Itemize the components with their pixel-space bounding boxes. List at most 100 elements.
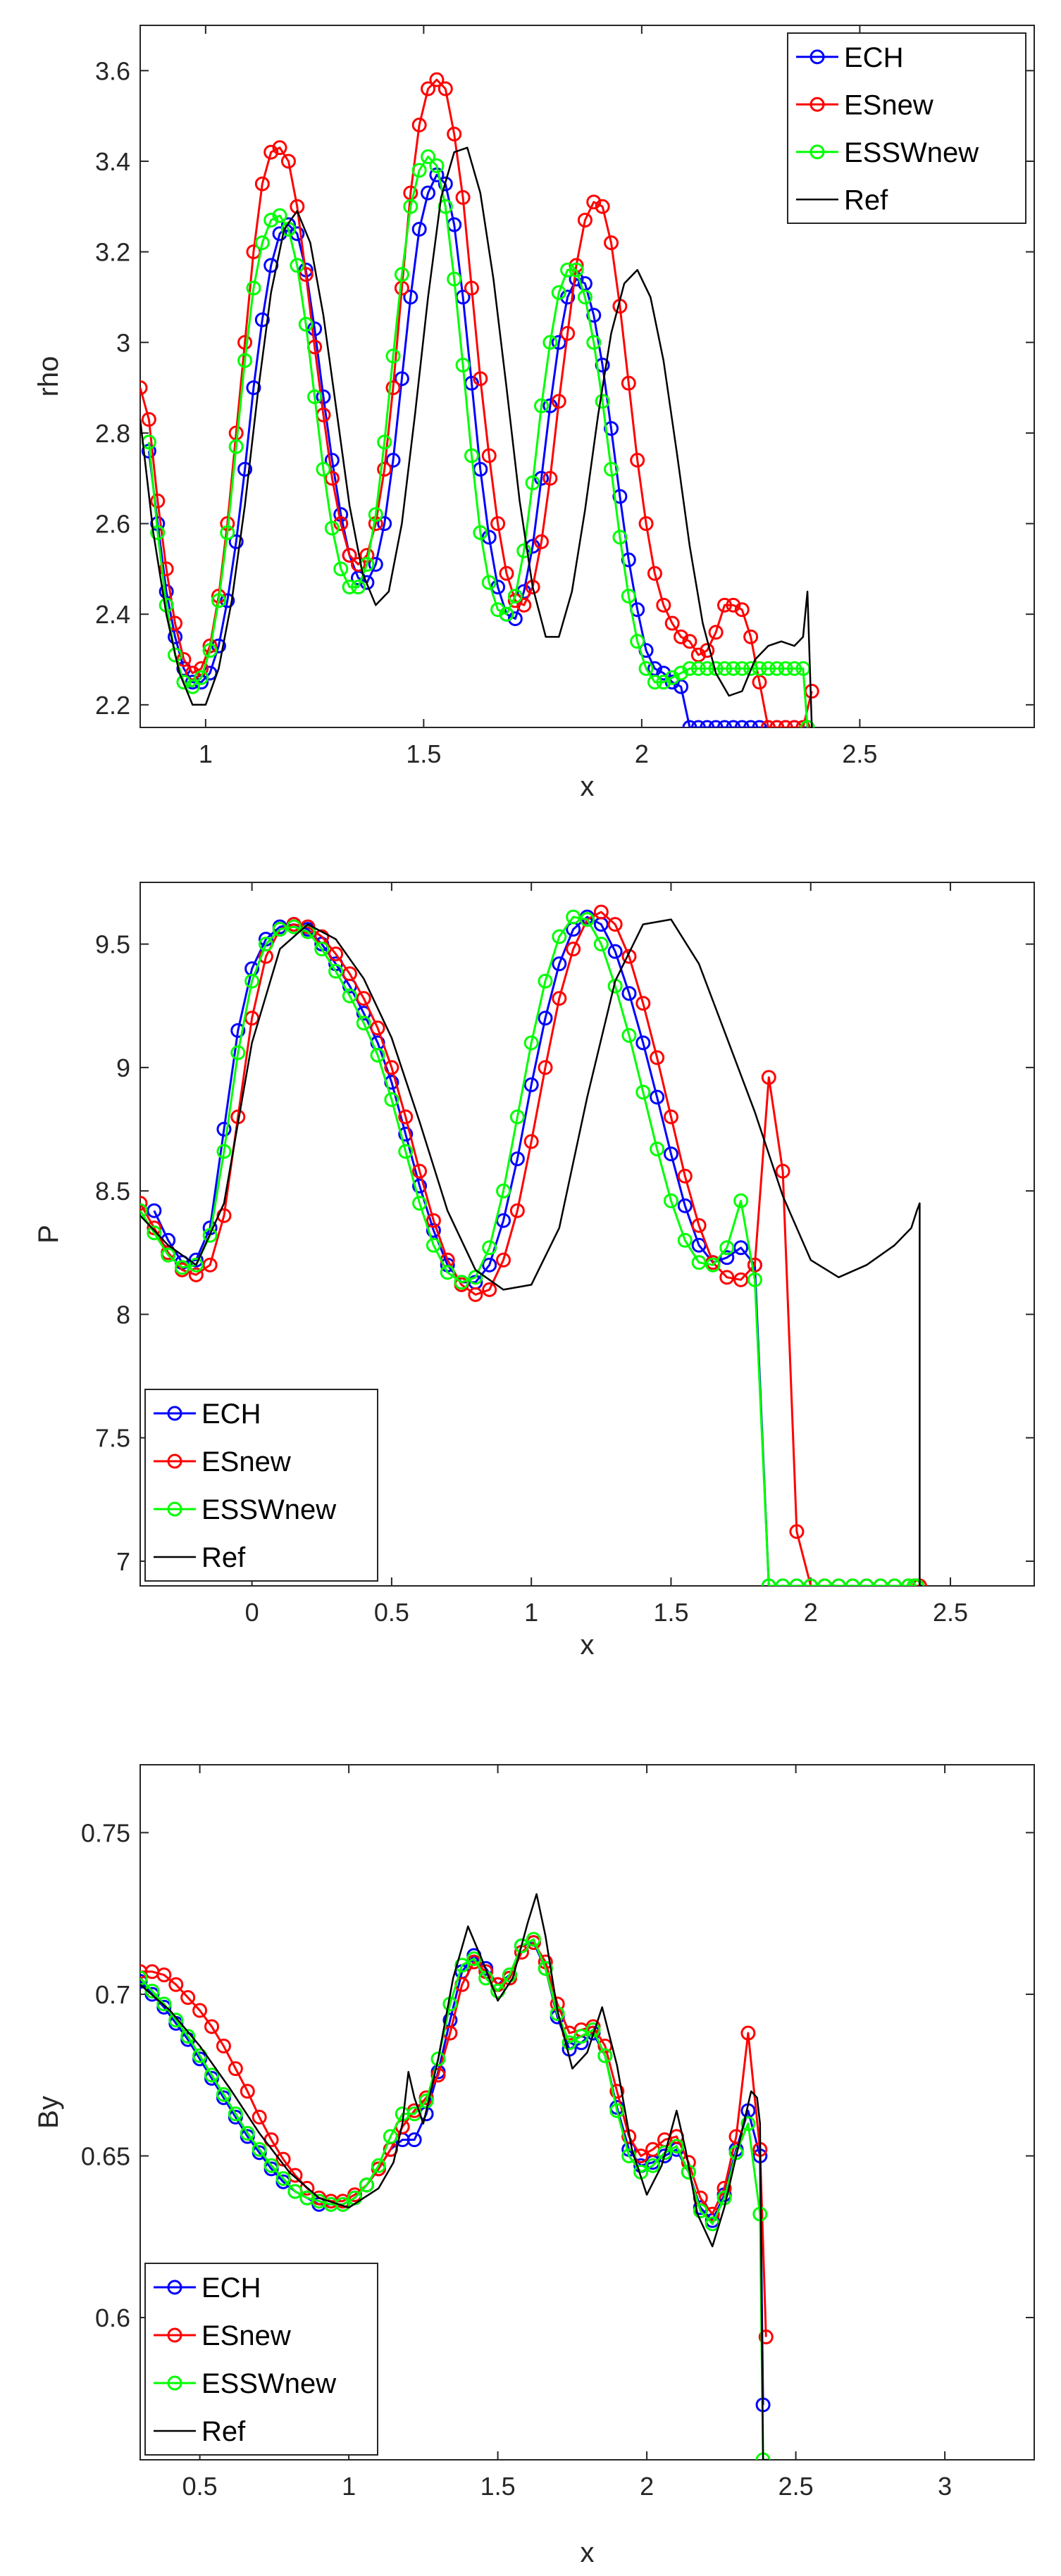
rho-chart: 1 1.5 2 2.5 2.2 2.4 2.6 2.8 3 3.2 3.4 3.6 x rho ECH ESn… <box>33 25 1035 802</box>
data-point-esnew <box>621 375 636 391</box>
series-line-ech <box>153 915 917 1586</box>
data-point-ech <box>708 720 724 727</box>
data-point-esswnew <box>669 2139 684 2154</box>
data-point-esswnew <box>775 1578 790 1586</box>
data-point-esswnew <box>740 2116 756 2132</box>
data-point-esnew <box>577 213 592 228</box>
data-point-esswnew <box>561 2035 577 2051</box>
data-point-esswnew <box>569 262 584 277</box>
data-point-esswnew <box>552 929 567 944</box>
data-point-ech <box>523 1077 539 1092</box>
data-point-esswnew <box>496 1183 511 1199</box>
series-line-ref <box>140 146 813 727</box>
data-point-esnew <box>192 2003 208 2018</box>
data-point-esnew <box>769 720 785 727</box>
data-point-esswnew <box>800 720 815 727</box>
data-point-esswnew <box>664 670 680 685</box>
data-point-esswnew <box>887 1578 902 1586</box>
series-group <box>140 904 927 1586</box>
data-point-esnew <box>180 1990 196 2006</box>
data-point-ech <box>324 452 340 468</box>
data-point-esswnew <box>674 665 689 681</box>
data-point-ech <box>621 986 637 1001</box>
data-point-esnew <box>586 194 602 210</box>
data-point-esswnew <box>466 1951 482 1966</box>
data-point-esnew <box>204 2019 220 2034</box>
data-point-esnew <box>202 1257 218 1273</box>
data-point-esnew <box>421 81 436 96</box>
data-point-esswnew <box>657 2145 672 2161</box>
data-point-esswnew <box>464 448 479 463</box>
data-point-esnew <box>188 1267 204 1282</box>
data-point-esnew <box>716 597 732 613</box>
data-point-esnew <box>490 516 506 532</box>
data-point-esswnew <box>140 1203 148 1218</box>
data-point-ech <box>216 1122 232 1137</box>
data-point-esswnew <box>560 262 576 277</box>
data-point-esswnew <box>377 434 392 450</box>
data-point-esnew <box>542 470 558 486</box>
data-point-esnew <box>499 565 514 581</box>
data-point-ech <box>377 516 392 532</box>
data-point-esswnew <box>290 258 305 273</box>
legend-label-ech: ECH <box>201 1399 261 1430</box>
data-point-esswnew <box>845 1578 860 1586</box>
data-point-esswnew <box>693 2203 708 2219</box>
data-point-esswnew <box>328 963 344 979</box>
y-tick-label: 3.4 <box>95 147 130 176</box>
data-point-esswnew <box>752 661 767 676</box>
data-point-esswnew <box>769 661 785 676</box>
data-point-esnew <box>607 917 623 932</box>
data-point-esnew <box>795 720 811 727</box>
data-point-esswnew <box>147 1225 162 1241</box>
data-point-esnew <box>761 1070 776 1085</box>
data-point-esnew <box>552 991 567 1006</box>
data-point-esnew <box>385 380 401 396</box>
data-point-ech <box>635 1035 651 1051</box>
data-point-ech <box>426 1223 441 1238</box>
data-point-esnew <box>298 267 314 282</box>
data-point-esswnew <box>220 525 235 540</box>
data-point-esnew <box>566 942 581 957</box>
data-point-esswnew <box>542 334 558 350</box>
data-point-ech <box>734 720 750 727</box>
series-line-esnew <box>140 78 813 727</box>
data-point-esswnew <box>514 1938 529 1953</box>
data-point-esswnew <box>789 1578 805 1586</box>
series-line-esswnew <box>140 915 917 1586</box>
data-point-esswnew <box>237 353 253 368</box>
data-point-ech <box>211 638 226 654</box>
y-tick-label: 9.5 <box>95 930 130 959</box>
data-point-esswnew <box>252 2142 267 2157</box>
data-point-esnew <box>534 534 550 549</box>
data-point-esnew <box>370 1020 385 1036</box>
data-point-esswnew <box>859 1578 874 1586</box>
data-point-esswnew <box>509 1109 525 1125</box>
data-point-esnew <box>252 2109 267 2125</box>
data-point-esswnew <box>747 1272 762 1287</box>
data-point-esswnew <box>473 525 488 540</box>
data-point-esswnew <box>481 575 497 590</box>
data-point-esswnew <box>216 1144 232 1159</box>
legend-label-ref: Ref <box>201 2416 246 2447</box>
data-point-esswnew <box>356 1015 371 1031</box>
data-point-esnew <box>663 1109 678 1125</box>
data-point-esnew <box>150 493 166 508</box>
series-line-ech <box>140 1942 764 2406</box>
data-point-esnew <box>412 1163 428 1179</box>
data-point-ech <box>421 185 436 201</box>
data-point-ech <box>307 321 323 337</box>
data-point-esswnew <box>156 1996 172 2012</box>
data-point-esswnew <box>482 1240 497 1256</box>
legend-marker-esnew <box>167 2327 182 2343</box>
data-point-esnew <box>700 643 715 658</box>
data-point-esnew <box>398 1109 414 1125</box>
data-point-ech <box>716 720 732 727</box>
data-point-esswnew <box>595 394 610 409</box>
data-point-esnew <box>377 461 392 477</box>
pressure-chart: 0 0.5 1 1.5 2 2.5 7 7.5 8 8.5 9 9.5 x P ECH ESnew ESSWne… <box>33 882 1035 1661</box>
data-point-esswnew <box>719 1240 735 1256</box>
data-point-esswnew <box>645 2158 661 2173</box>
data-point-ech <box>690 720 706 727</box>
x-tick-label: 0 <box>245 1598 259 1627</box>
